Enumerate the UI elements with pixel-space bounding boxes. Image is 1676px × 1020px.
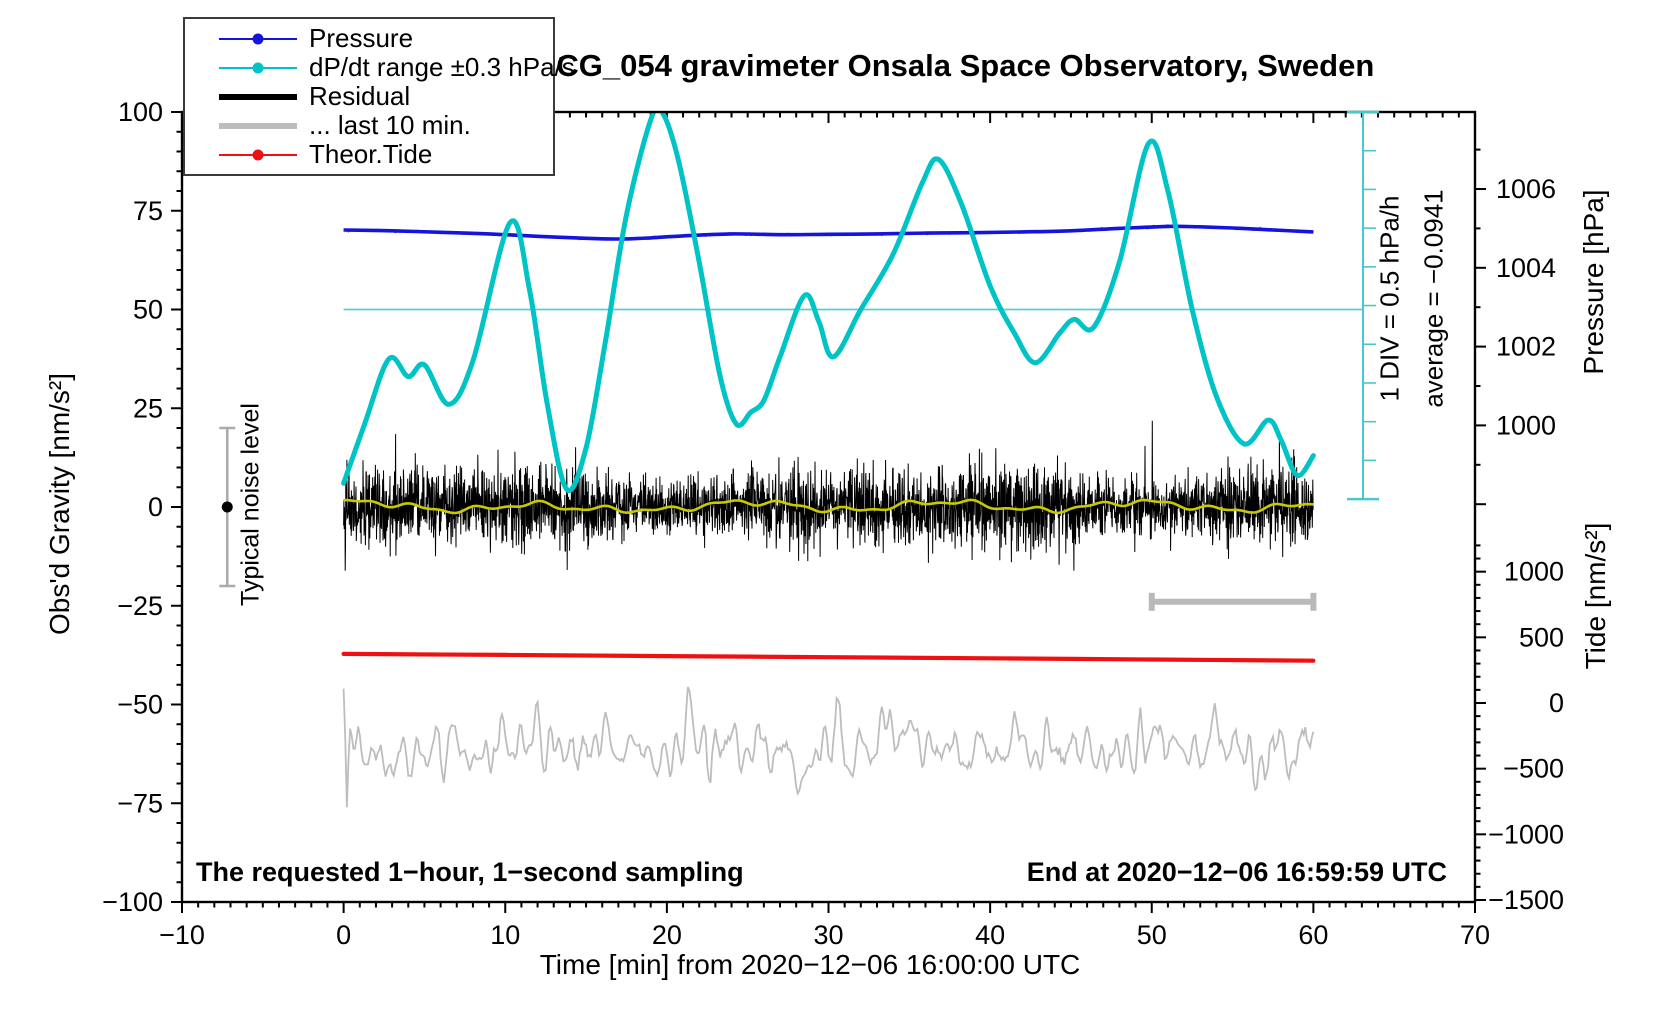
gravity-tick-label: 50 — [133, 295, 163, 325]
plot-frame — [180, 110, 1477, 904]
tide-tick-label: 1000 — [1504, 557, 1564, 587]
series-theor-tide — [341, 651, 1316, 663]
legend-item-residual: Residual — [219, 81, 553, 111]
legend-label: Residual — [309, 81, 411, 111]
series-residual — [343, 420, 1314, 571]
gravity-axis-label: Obs'd Gravity [nm/s²] — [44, 372, 75, 636]
tide-tick-label: −1000 — [1488, 819, 1564, 849]
x-tick-label: 10 — [490, 920, 520, 950]
gravity-tick-label: 25 — [133, 393, 163, 423]
gravity-tick-label: 75 — [133, 196, 163, 226]
legend-label: ... last 10 min. — [309, 110, 471, 140]
series-last10min — [342, 686, 1315, 808]
legend-item-dpdt: dP/dt range ±0.3 hPa/s — [219, 52, 575, 82]
legend-label: Theor.Tide — [309, 139, 433, 169]
series-pressure — [343, 224, 1314, 241]
pressure-tick-label: 1006 — [1496, 174, 1556, 204]
gravity-tick-label: −75 — [117, 788, 163, 818]
residual-line-sample-icon — [219, 90, 297, 104]
pressure-line-sample-icon — [219, 32, 297, 46]
tide-tick-label: −500 — [1503, 754, 1564, 784]
x-tick-label: 0 — [336, 920, 351, 950]
x-tick-label: −10 — [159, 920, 205, 950]
x-tick-label: 50 — [1137, 920, 1167, 950]
series-dpdt — [341, 112, 1316, 494]
sampling-note: The requested 1−hour, 1−second sampling — [196, 857, 744, 887]
tide-tick-label: −1500 — [1488, 885, 1564, 915]
legend-label: dP/dt range ±0.3 hPa/s — [309, 52, 575, 82]
x-tick-label: 30 — [813, 920, 843, 950]
legend-label: Pressure — [309, 23, 414, 53]
legend-item-theortide: Theor.Tide — [219, 139, 553, 169]
tide-axis-label: Tide [nm/s²] — [1580, 522, 1611, 670]
series-residual-smoothed — [343, 498, 1314, 515]
tide-tick-label: 500 — [1519, 622, 1564, 652]
legend-item-last10: ... last 10 min. — [219, 110, 553, 140]
div-scale-bar — [1347, 110, 1379, 501]
gravity-tick-label: −100 — [102, 887, 163, 917]
typical-noise-level-label: Typical noise level — [236, 403, 265, 606]
div-scale-note: 1 DIV = 0.5 hPa/h — [1374, 195, 1405, 402]
gravity-tick-label: −50 — [117, 690, 163, 720]
x-tick-label: 70 — [1460, 920, 1490, 950]
pressure-tick-label: 1004 — [1496, 253, 1556, 283]
legend-box: Pressure dP/dt range ±0.3 hPa/s Residual… — [183, 17, 575, 176]
x-tick-label: 20 — [652, 920, 682, 950]
dpdt-line-sample-icon — [219, 61, 297, 75]
data-series — [341, 112, 1363, 808]
tide-tick-label: 0 — [1549, 688, 1564, 718]
time-axis-label: Time [min] from 2020−12−06 16:00:00 UTC — [539, 949, 1081, 980]
theortide-line-sample-icon — [219, 148, 297, 162]
x-tick-label: 60 — [1298, 920, 1328, 950]
pressure-tick-label: 1000 — [1496, 410, 1556, 440]
gravity-tick-label: 0 — [148, 492, 163, 522]
pressure-tick-label: 1002 — [1496, 332, 1556, 362]
legend-item-pressure: Pressure — [219, 23, 553, 53]
typical-noise-level-marker — [219, 426, 236, 588]
last10-scale-bar — [1148, 592, 1317, 611]
chart-title: SCG_054 gravimeter Onsala Space Observat… — [535, 48, 1375, 83]
last10-line-sample-icon — [219, 119, 297, 133]
end-time-note: End at 2020−12−06 16:59:59 UTC — [1026, 857, 1447, 887]
gravity-tick-label: 100 — [118, 97, 163, 127]
x-tick-label: 40 — [975, 920, 1005, 950]
gravity-tick-label: −25 — [117, 591, 163, 621]
average-note: average = −0.0941 — [1418, 189, 1449, 408]
noise-level-dot — [221, 501, 233, 513]
